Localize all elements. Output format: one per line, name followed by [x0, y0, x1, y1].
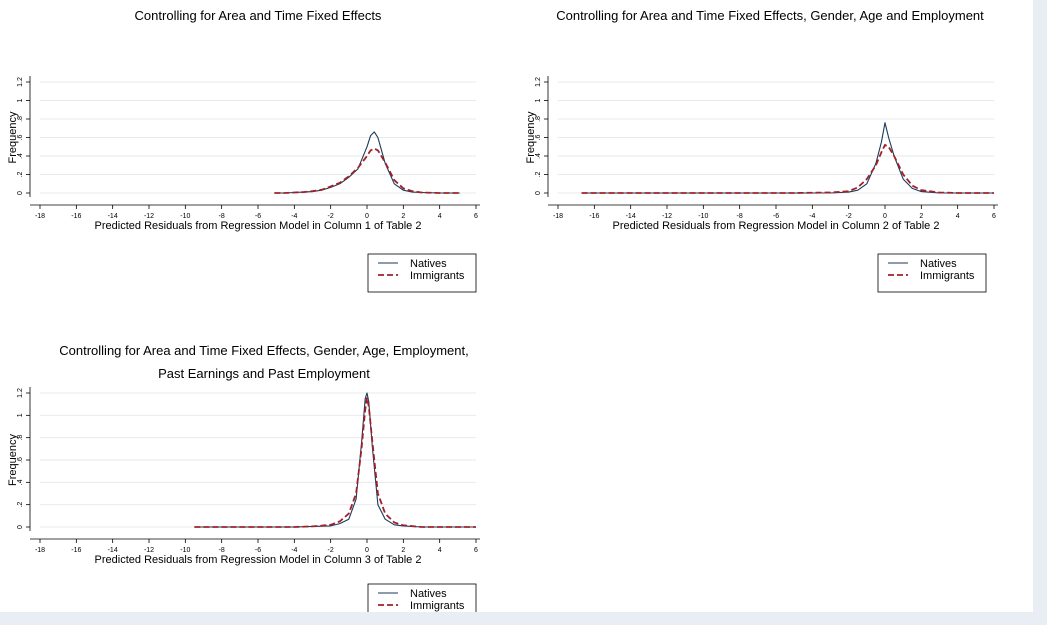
- chart-panel-1: Controlling for Area and Time Fixed Effe…: [7, 8, 480, 293]
- legend-label-immigrants: Immigrants: [410, 270, 465, 282]
- series-line-natives: [274, 131, 460, 194]
- x-tick-label: -14: [108, 213, 118, 220]
- x-tick-label: 6: [474, 213, 478, 220]
- x-axis-label: Predicted Residuals from Regression Mode…: [613, 220, 940, 232]
- x-tick-label: -4: [809, 213, 815, 220]
- x-axis-label: Predicted Residuals from Regression Mode…: [95, 554, 422, 566]
- x-tick-label: 6: [992, 213, 996, 220]
- x-tick-label: -12: [144, 213, 154, 220]
- x-tick-label: -2: [846, 213, 852, 220]
- x-tick-label: -4: [291, 547, 297, 554]
- x-tick-label: 2: [919, 213, 923, 220]
- y-tick-label: .6: [535, 134, 542, 140]
- y-tick-label: .4: [17, 153, 24, 159]
- x-tick-label: -6: [773, 213, 779, 220]
- x-tick-label: -6: [255, 547, 261, 554]
- chart-title: Controlling for Area and Time Fixed Effe…: [59, 343, 468, 358]
- y-axis-label: Frequency: [7, 434, 19, 486]
- x-tick-label: 4: [438, 547, 442, 554]
- right-margin-strip: [1033, 0, 1047, 625]
- y-axis-label: Frequency: [525, 111, 537, 163]
- x-tick-label: 6: [474, 547, 478, 554]
- x-tick-label: -16: [71, 547, 81, 554]
- y-tick-label: .8: [17, 435, 24, 441]
- legend-label-natives: Natives: [410, 258, 447, 270]
- bottom-margin-strip: [0, 612, 1047, 625]
- chart-panel-3: Controlling for Area and Time Fixed Effe…: [7, 343, 480, 623]
- y-tick-label: 0: [17, 191, 24, 195]
- x-tick-label: -18: [553, 213, 563, 220]
- y-tick-label: .6: [17, 134, 24, 140]
- legend-box: [877, 253, 987, 293]
- x-tick-label: -12: [144, 547, 154, 554]
- legend-label-immigrants: Immigrants: [920, 270, 975, 282]
- x-tick-label: 0: [883, 213, 887, 220]
- y-tick-label: 1.2: [535, 77, 542, 87]
- y-tick-label: .6: [17, 457, 24, 463]
- x-tick-label: -4: [291, 213, 297, 220]
- x-tick-label: 0: [365, 547, 369, 554]
- x-tick-label: 4: [438, 213, 442, 220]
- y-tick-label: 1: [535, 98, 542, 102]
- y-tick-label: .2: [17, 171, 24, 177]
- x-tick-label: -10: [180, 213, 190, 220]
- legend-box: [367, 253, 477, 293]
- x-tick-label: -6: [255, 213, 261, 220]
- x-tick-label: -16: [589, 213, 599, 220]
- x-tick-label: -14: [108, 547, 118, 554]
- x-tick-label: -8: [219, 547, 225, 554]
- x-tick-label: -16: [71, 213, 81, 220]
- x-tick-label: -8: [219, 213, 225, 220]
- x-tick-label: -8: [737, 213, 743, 220]
- x-tick-label: -10: [698, 213, 708, 220]
- y-tick-label: 1.2: [17, 77, 24, 87]
- legend-label-immigrants: Immigrants: [410, 600, 465, 612]
- x-tick-label: -14: [626, 213, 636, 220]
- x-axis-label: Predicted Residuals from Regression Mode…: [95, 220, 422, 232]
- chart-title: Controlling for Area and Time Fixed Effe…: [135, 8, 382, 23]
- x-tick-label: -12: [662, 213, 672, 220]
- legend-label-natives: Natives: [920, 258, 957, 270]
- x-tick-label: -10: [180, 547, 190, 554]
- series-line-immigrants: [581, 143, 994, 194]
- y-tick-label: .8: [17, 116, 24, 122]
- series-line-natives: [581, 122, 994, 194]
- x-tick-label: -2: [328, 213, 334, 220]
- y-tick-label: 0: [17, 525, 24, 529]
- legend-label-natives: Natives: [410, 588, 447, 600]
- x-tick-label: 2: [401, 547, 405, 554]
- y-tick-label: .2: [535, 171, 542, 177]
- y-tick-label: .2: [17, 502, 24, 508]
- y-axis-label: Frequency: [7, 111, 19, 163]
- x-tick-label: -18: [35, 547, 45, 554]
- y-tick-label: 0: [535, 191, 542, 195]
- x-tick-label: -2: [328, 547, 334, 554]
- y-tick-label: .4: [17, 479, 24, 485]
- x-tick-label: 0: [365, 213, 369, 220]
- y-tick-label: 1: [17, 98, 24, 102]
- y-tick-label: 1.2: [17, 388, 24, 398]
- chart-subtitle: Past Earnings and Past Employment: [158, 366, 370, 381]
- x-tick-label: 2: [401, 213, 405, 220]
- y-tick-label: .4: [535, 153, 542, 159]
- series-line-immigrants: [194, 396, 476, 528]
- chart-title: Controlling for Area and Time Fixed Effe…: [556, 8, 984, 23]
- y-tick-label: 1: [17, 413, 24, 417]
- y-tick-label: .8: [535, 116, 542, 122]
- chart-panel-2: Controlling for Area and Time Fixed Effe…: [525, 8, 998, 293]
- x-tick-label: 4: [956, 213, 960, 220]
- x-tick-label: -18: [35, 213, 45, 220]
- series-line-immigrants: [274, 147, 460, 194]
